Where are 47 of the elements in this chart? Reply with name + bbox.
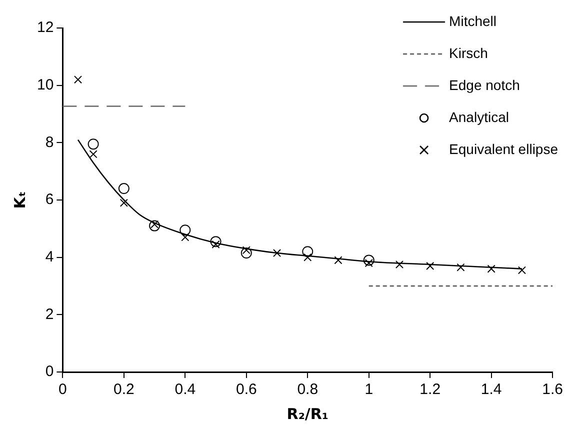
point [272, 249, 282, 258]
x-tick-label: 0.4 [174, 381, 196, 398]
point [212, 240, 220, 248]
point [363, 254, 374, 266]
point [88, 138, 99, 150]
point [120, 198, 128, 207]
point [149, 220, 160, 232]
point [395, 260, 404, 269]
point [334, 256, 342, 264]
point [487, 264, 496, 273]
x-tick-label: 1.4 [480, 381, 502, 398]
point [181, 233, 190, 242]
point [426, 262, 434, 270]
y-tick-label: 4 [45, 248, 54, 266]
legend-label: Edge notch [449, 76, 520, 93]
point [150, 220, 159, 228]
x-tick-label: 0 [58, 381, 67, 398]
point [89, 150, 98, 158]
legend-label: Kirsch [449, 44, 488, 61]
legend-label: Mitchell [449, 12, 497, 29]
x-tick-label: 0.2 [113, 381, 134, 398]
x-tick-label: 0.8 [297, 381, 318, 398]
y-tick-label: 0 [45, 363, 54, 380]
y-tick-label: 8 [45, 134, 54, 151]
x-axis-title: R₂/R₁ [286, 404, 328, 423]
point [118, 183, 130, 194]
legend-label: Equivalent ellipse [449, 140, 558, 157]
x-tick-label: 1.6 [542, 381, 564, 398]
legend-label: Analytical [449, 108, 509, 125]
point [210, 236, 222, 248]
x-tick-label: 0.6 [236, 381, 257, 398]
point [302, 246, 314, 258]
x-tick-label: 1.2 [420, 381, 441, 398]
point [180, 224, 191, 236]
y-tick-label: 2 [45, 306, 54, 323]
point [518, 266, 526, 274]
y-tick-label: 6 [45, 191, 54, 208]
y-tick-label: 10 [36, 76, 54, 94]
point [304, 253, 312, 262]
y-axis-title: Kₜ [10, 191, 29, 209]
x-tick-label: 1 [364, 381, 374, 398]
point [364, 259, 373, 268]
point [74, 76, 82, 84]
point [456, 263, 465, 272]
point [242, 246, 250, 254]
point [240, 248, 252, 259]
y-tick-label: 12 [36, 19, 54, 36]
